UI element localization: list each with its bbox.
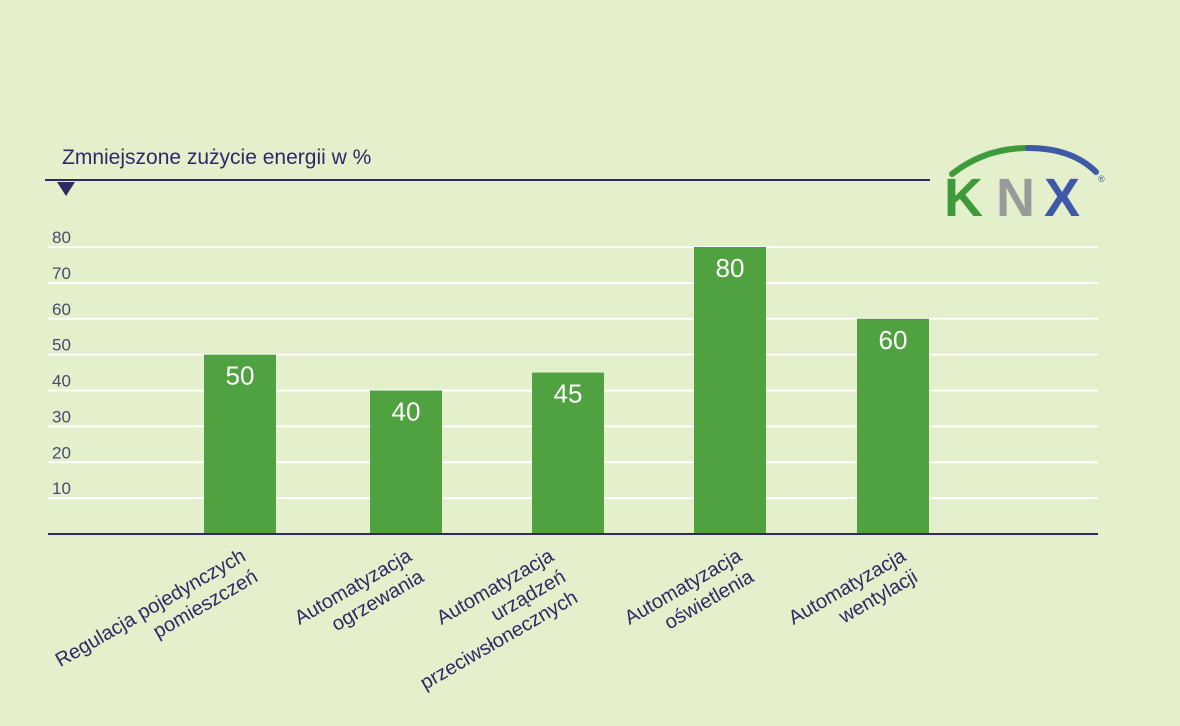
logo-arc-green [949, 145, 1031, 177]
y-tick-label: 20 [52, 443, 71, 462]
logo-text-x: X [1044, 168, 1080, 224]
title-marker [57, 182, 75, 196]
y-tick-label: 80 [52, 228, 71, 247]
logo-arc-blue [1025, 145, 1099, 175]
bar [370, 390, 442, 534]
bar [857, 318, 929, 534]
bar [694, 247, 766, 534]
y-tick-label: 60 [52, 300, 71, 319]
y-tick-label: 10 [52, 479, 71, 498]
y-tick-label: 30 [52, 407, 71, 426]
bar [204, 354, 276, 534]
chart-title: Zmniejszone zużycie energii w % [62, 146, 372, 169]
logo-registered: ® [1098, 174, 1105, 184]
bar-value-label: 40 [392, 397, 421, 427]
y-tick-label: 50 [52, 336, 71, 355]
logo-text-k: K [944, 168, 983, 224]
bar-value-label: 60 [879, 325, 908, 355]
y-tick-label: 70 [52, 264, 71, 283]
bar [532, 372, 604, 534]
y-tick-label: 40 [52, 372, 71, 391]
bar-value-label: 50 [226, 361, 255, 391]
bar-value-label: 45 [554, 379, 583, 409]
knx-logo: K N X ® [944, 145, 1105, 224]
logo-text-n: N [996, 168, 1035, 224]
bar-value-label: 80 [716, 253, 745, 283]
